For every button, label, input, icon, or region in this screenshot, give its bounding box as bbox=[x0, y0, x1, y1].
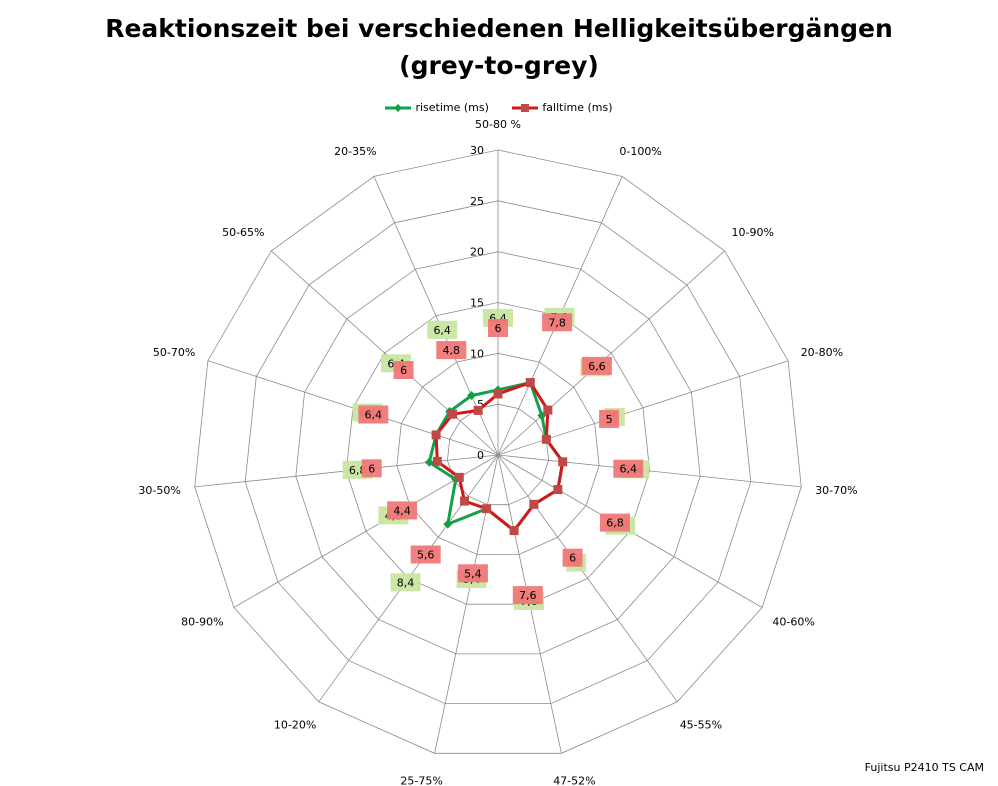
data-label: 4,8 bbox=[443, 344, 461, 357]
data-label-bg bbox=[358, 405, 389, 424]
data-label-bg bbox=[542, 313, 573, 332]
grid-spoke bbox=[497, 454, 802, 488]
data-label: 6,8 bbox=[606, 517, 624, 530]
category-label: 50-70% bbox=[153, 346, 195, 359]
data-label: 6,4 bbox=[433, 324, 451, 337]
grid-ring-5 bbox=[446, 403, 550, 506]
category-label: 25-75% bbox=[400, 775, 442, 786]
falltime-point bbox=[473, 405, 483, 415]
category-label: 30-50% bbox=[138, 484, 180, 497]
category-label: 10-90% bbox=[732, 226, 774, 239]
category-label: 0-100% bbox=[619, 145, 661, 158]
data-label: 6 bbox=[368, 462, 375, 475]
footer-caption: Fujitsu P2410 TS CAM bbox=[864, 761, 984, 774]
data-label: 6,4 bbox=[620, 463, 638, 476]
category-label: 20-80% bbox=[801, 346, 843, 359]
chart-title-main: Reaktionszeit bei verschiedenen Helligke… bbox=[105, 14, 893, 43]
data-label-bg bbox=[393, 361, 414, 379]
category-label: 20-35% bbox=[334, 145, 376, 158]
falltime-point bbox=[541, 434, 551, 444]
axis-tick-label: 0 bbox=[477, 449, 484, 462]
axis-tick-label: 5 bbox=[477, 398, 484, 411]
data-label: 5 bbox=[606, 413, 613, 426]
falltime-point bbox=[482, 504, 492, 514]
falltime-point bbox=[431, 430, 441, 440]
axis-tick-label: 15 bbox=[470, 297, 484, 310]
data-label: 6 bbox=[495, 322, 502, 335]
chart-legend: risetime (ms) falltime (ms) bbox=[0, 101, 998, 116]
grid-spoke bbox=[497, 454, 678, 703]
data-label-bg bbox=[410, 545, 441, 564]
category-label: 80-90% bbox=[181, 616, 223, 629]
data-label-bg bbox=[599, 409, 620, 428]
data-label: 5,4 bbox=[464, 567, 482, 580]
data-label: 6 bbox=[569, 552, 576, 565]
series-line-1 bbox=[434, 381, 565, 533]
grid-ring-20 bbox=[295, 251, 701, 655]
grid-spoke bbox=[497, 360, 789, 456]
legend-label-falltime: falltime (ms) bbox=[542, 101, 613, 114]
legend-marker-risetime bbox=[385, 103, 412, 112]
axis-tick-label: 25 bbox=[470, 195, 484, 208]
data-label: 6,4 bbox=[365, 409, 383, 422]
data-label: 7,8 bbox=[548, 316, 566, 329]
data-label-bg bbox=[387, 501, 418, 520]
category-label: 50-80 % bbox=[475, 118, 521, 131]
legend-item-risetime: risetime (ms) bbox=[385, 101, 489, 114]
grid-ring-10 bbox=[396, 352, 600, 555]
falltime-point bbox=[558, 457, 568, 467]
falltime-point bbox=[460, 496, 470, 506]
data-label-bg bbox=[361, 459, 382, 478]
data-label-bg bbox=[390, 573, 421, 592]
category-label: 30-70% bbox=[815, 484, 857, 497]
data-label-bg bbox=[600, 513, 630, 532]
data-label: 7,6 bbox=[519, 589, 537, 602]
data-label-bg bbox=[512, 586, 543, 605]
grid-ring-15 bbox=[345, 302, 651, 605]
falltime-point bbox=[448, 409, 458, 419]
falltime-point bbox=[493, 389, 503, 399]
category-label: 10-20% bbox=[274, 718, 316, 731]
data-label: 4,4 bbox=[393, 504, 411, 517]
falltime-point bbox=[529, 499, 539, 509]
legend-item-falltime: falltime (ms) bbox=[512, 101, 613, 114]
risetime-point bbox=[443, 519, 453, 529]
grid-ring-30 bbox=[194, 149, 802, 754]
falltime-point bbox=[525, 378, 535, 388]
data-label: 5,6 bbox=[417, 549, 435, 562]
falltime-point bbox=[543, 405, 553, 415]
data-label: 6,6 bbox=[588, 360, 606, 373]
falltime-point bbox=[432, 456, 442, 466]
category-label: 45-55% bbox=[680, 718, 722, 731]
data-label-bg bbox=[436, 341, 467, 360]
data-label-bg bbox=[581, 356, 612, 375]
data-label: 6 bbox=[400, 364, 407, 377]
legend-marker-falltime bbox=[512, 103, 539, 112]
chart-title: Reaktionszeit bei verschiedenen Helligke… bbox=[0, 10, 998, 84]
data-label-bg bbox=[427, 320, 458, 339]
falltime-point bbox=[454, 472, 464, 482]
axis-tick-label: 20 bbox=[470, 246, 484, 259]
grid-spoke bbox=[271, 250, 499, 456]
axis-tick-label: 10 bbox=[470, 347, 484, 360]
falltime-point bbox=[553, 485, 563, 495]
data-label: 8,4 bbox=[397, 576, 415, 589]
category-label: 50-65% bbox=[222, 226, 264, 239]
chart-subtitle: (grey-to-grey) bbox=[399, 51, 599, 80]
axis-tick-label: 30 bbox=[470, 144, 484, 157]
data-label-bg bbox=[457, 564, 488, 583]
legend-label-risetime: risetime (ms) bbox=[415, 101, 489, 114]
data-label-bg bbox=[613, 459, 644, 478]
data-label-bg bbox=[562, 548, 583, 567]
grid-spoke bbox=[497, 250, 725, 456]
risetime-point bbox=[424, 457, 434, 467]
falltime-point bbox=[509, 526, 519, 536]
category-label: 40-60% bbox=[772, 616, 814, 629]
risetime-point bbox=[467, 391, 477, 401]
category-label: 47-52% bbox=[553, 775, 595, 786]
grid-ring-25 bbox=[244, 200, 752, 704]
data-label-bg bbox=[488, 319, 508, 337]
